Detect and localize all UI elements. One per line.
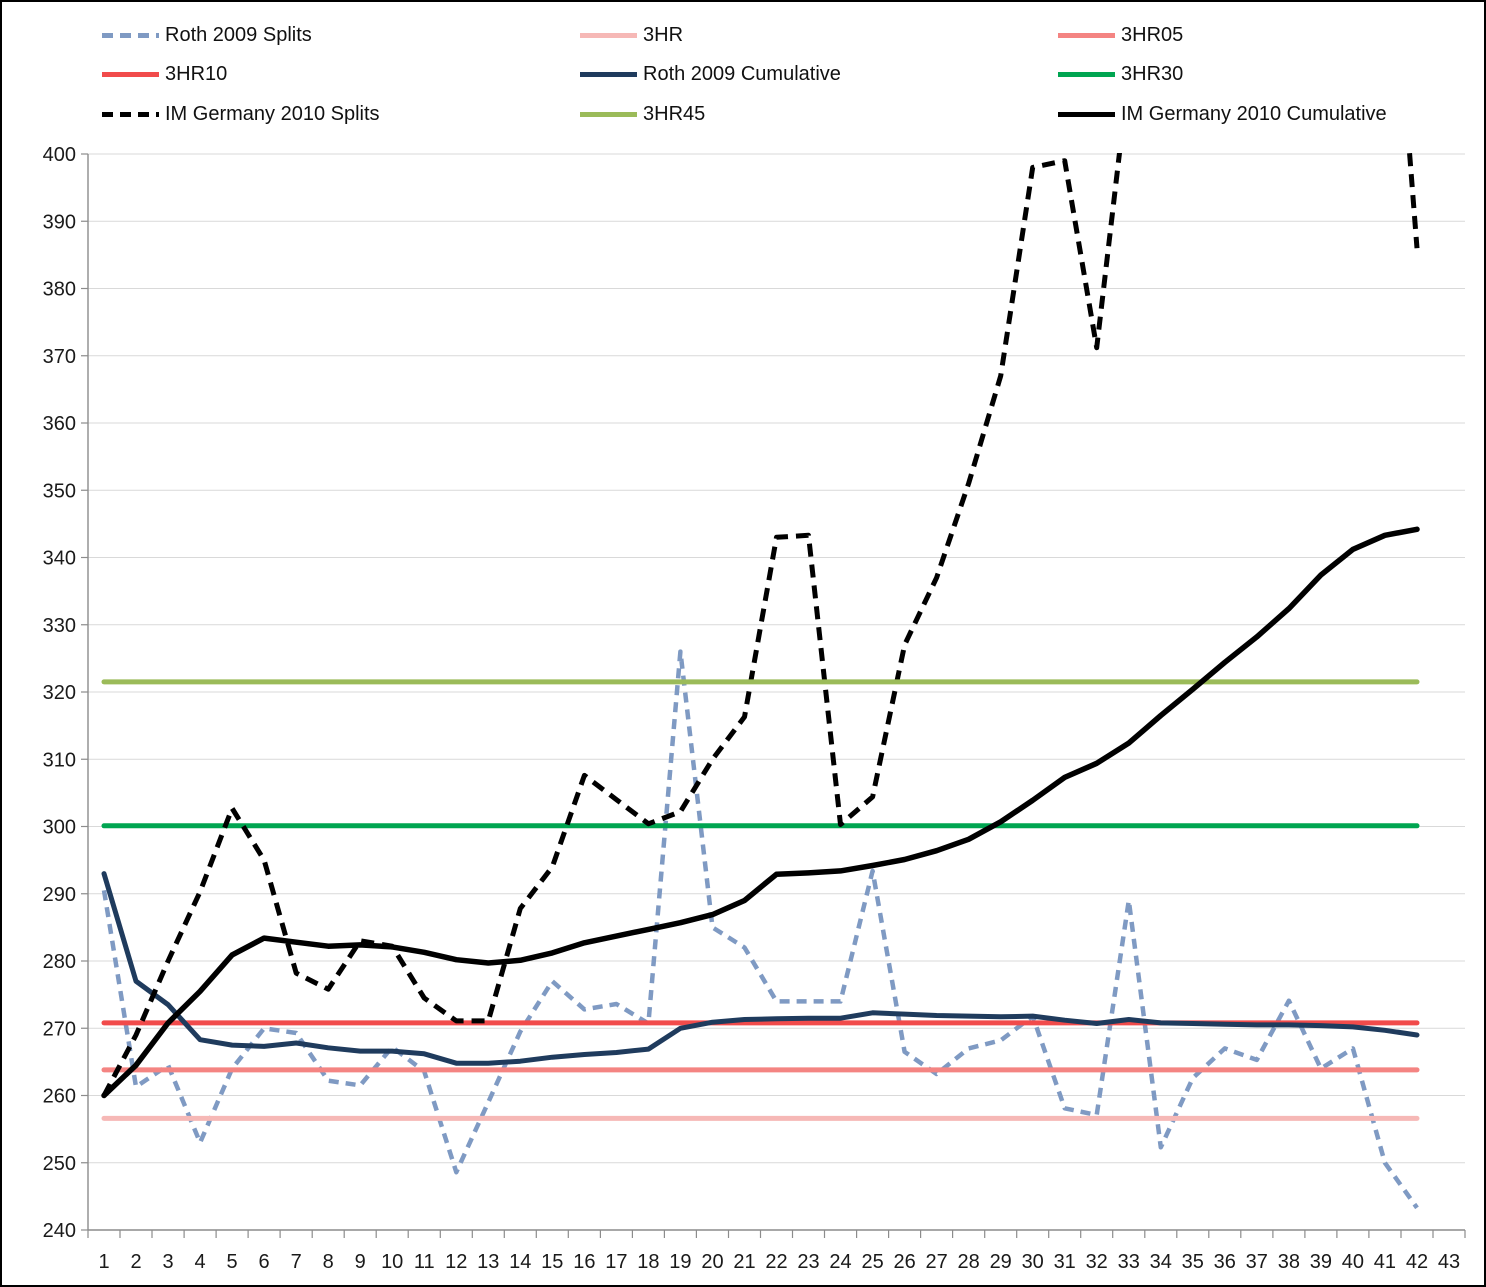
legend-label: IM Germany 2010 Splits bbox=[165, 102, 380, 125]
y-tick-label: 310 bbox=[43, 749, 76, 771]
y-tick-label: 330 bbox=[43, 615, 76, 637]
y-tick-label: 250 bbox=[43, 1153, 76, 1175]
x-tick-label: 3 bbox=[163, 1251, 174, 1273]
legend-label: IM Germany 2010 Cumulative bbox=[1121, 102, 1387, 125]
x-tick-label: 19 bbox=[669, 1251, 691, 1273]
x-tick-label: 7 bbox=[291, 1251, 302, 1273]
y-tick-label: 360 bbox=[43, 413, 76, 435]
3hr30-swatch-icon bbox=[1058, 71, 1115, 77]
x-tick-label: 42 bbox=[1406, 1251, 1428, 1273]
legend-label: Roth 2009 Cumulative bbox=[643, 62, 841, 85]
legend-item-3hr10: 3HR10 bbox=[102, 62, 227, 86]
x-tick-label: 8 bbox=[323, 1251, 334, 1273]
legend-item-roth-2009-cumulative: Roth 2009 Cumulative bbox=[580, 62, 841, 86]
x-tick-label: 2 bbox=[130, 1251, 141, 1273]
x-tick-label: 39 bbox=[1310, 1251, 1332, 1273]
x-tick-label: 16 bbox=[573, 1251, 595, 1273]
y-tick-label: 350 bbox=[43, 480, 76, 502]
3hr-swatch-icon bbox=[580, 32, 637, 38]
x-tick-label: 17 bbox=[605, 1251, 627, 1273]
legend-item-3hr: 3HR bbox=[580, 23, 683, 47]
3hr10-swatch-icon bbox=[102, 71, 159, 77]
x-tick-label: 29 bbox=[990, 1251, 1012, 1273]
roth-2009-splits-swatch-icon bbox=[102, 32, 159, 38]
y-tick-label: 290 bbox=[43, 884, 76, 906]
legend-item-3hr05: 3HR05 bbox=[1058, 23, 1183, 47]
y-tick-label: 300 bbox=[43, 817, 76, 839]
legend-item-im-germany-2010-splits: IM Germany 2010 Splits bbox=[102, 102, 380, 126]
x-tick-label: 25 bbox=[861, 1251, 883, 1273]
y-tick-label: 340 bbox=[43, 548, 76, 570]
x-tick-label: 32 bbox=[1086, 1251, 1108, 1273]
y-tick-label: 270 bbox=[43, 1018, 76, 1040]
y-tick-label: 370 bbox=[43, 346, 76, 368]
legend-item-3hr30: 3HR30 bbox=[1058, 62, 1183, 86]
legend-label: 3HR05 bbox=[1121, 23, 1184, 46]
x-tick-label: 34 bbox=[1150, 1251, 1172, 1273]
x-tick-label: 4 bbox=[195, 1251, 206, 1273]
x-tick-label: 24 bbox=[829, 1251, 851, 1273]
x-tick-label: 27 bbox=[925, 1251, 947, 1273]
x-tick-label: 36 bbox=[1214, 1251, 1236, 1273]
y-tick-label: 240 bbox=[43, 1220, 76, 1242]
x-tick-label: 38 bbox=[1278, 1251, 1300, 1273]
x-tick-label: 21 bbox=[733, 1251, 755, 1273]
x-tick-label: 33 bbox=[1118, 1251, 1140, 1273]
y-tick-label: 260 bbox=[43, 1086, 76, 1108]
series-line-im-germany-2010-splits bbox=[101, 153, 1420, 1097]
x-tick-label: 15 bbox=[541, 1251, 563, 1273]
x-tick-label: 31 bbox=[1054, 1251, 1076, 1273]
x-tick-label: 26 bbox=[893, 1251, 915, 1273]
x-tick-label: 40 bbox=[1342, 1251, 1364, 1273]
legend-item-3hr45: 3HR45 bbox=[580, 102, 705, 126]
x-tick-label: 23 bbox=[797, 1251, 819, 1273]
x-tick-label: 20 bbox=[701, 1251, 723, 1273]
x-tick-label: 41 bbox=[1374, 1251, 1396, 1273]
y-tick-label: 320 bbox=[43, 682, 76, 704]
x-tick-label: 14 bbox=[509, 1251, 531, 1273]
y-tick-label: 400 bbox=[43, 144, 76, 166]
series-line-roth-2009-splits bbox=[101, 649, 1419, 1210]
series-line-im-germany-2010-cumulative bbox=[101, 526, 1420, 1099]
x-tick-label: 5 bbox=[227, 1251, 238, 1273]
legend-label: 3HR10 bbox=[165, 62, 228, 85]
x-tick-label: 35 bbox=[1182, 1251, 1204, 1273]
3hr05-swatch-icon bbox=[1058, 32, 1115, 38]
x-tick-label: 28 bbox=[957, 1251, 979, 1273]
x-tick-label: 11 bbox=[414, 1251, 435, 1273]
x-tick-label: 9 bbox=[355, 1251, 366, 1273]
3hr45-swatch-icon bbox=[580, 111, 637, 117]
x-tick-label: 30 bbox=[1022, 1251, 1044, 1273]
x-tick-label: 6 bbox=[259, 1251, 270, 1273]
series-line-roth-2009-cumulative bbox=[101, 871, 1420, 1066]
legend-label: 3HR45 bbox=[643, 102, 706, 125]
y-tick-label: 280 bbox=[43, 951, 76, 973]
x-tick-label: 1 bbox=[98, 1251, 109, 1273]
x-tick-label: 37 bbox=[1246, 1251, 1268, 1273]
legend-item-roth-2009-splits: Roth 2009 Splits bbox=[102, 23, 312, 47]
x-tick-label: 22 bbox=[765, 1251, 787, 1273]
legend-label: Roth 2009 Splits bbox=[165, 23, 312, 46]
im-germany-2010-splits-swatch-icon bbox=[102, 111, 159, 117]
roth-2009-cumulative-swatch-icon bbox=[580, 71, 637, 77]
x-tick-label: 10 bbox=[381, 1251, 403, 1273]
x-tick-label: 12 bbox=[445, 1251, 467, 1273]
legend-label: 3HR30 bbox=[1121, 62, 1184, 85]
x-tick-label: 13 bbox=[477, 1251, 499, 1273]
legend-item-im-germany-2010-cumulative: IM Germany 2010 Cumulative bbox=[1058, 102, 1387, 126]
legend-label: 3HR bbox=[643, 23, 684, 46]
x-tick-label: 18 bbox=[637, 1251, 659, 1273]
y-tick-label: 380 bbox=[43, 279, 76, 301]
y-tick-label: 390 bbox=[43, 211, 76, 233]
im-germany-2010-cumulative-swatch-icon bbox=[1058, 111, 1115, 117]
x-tick-label: 43 bbox=[1438, 1251, 1460, 1273]
